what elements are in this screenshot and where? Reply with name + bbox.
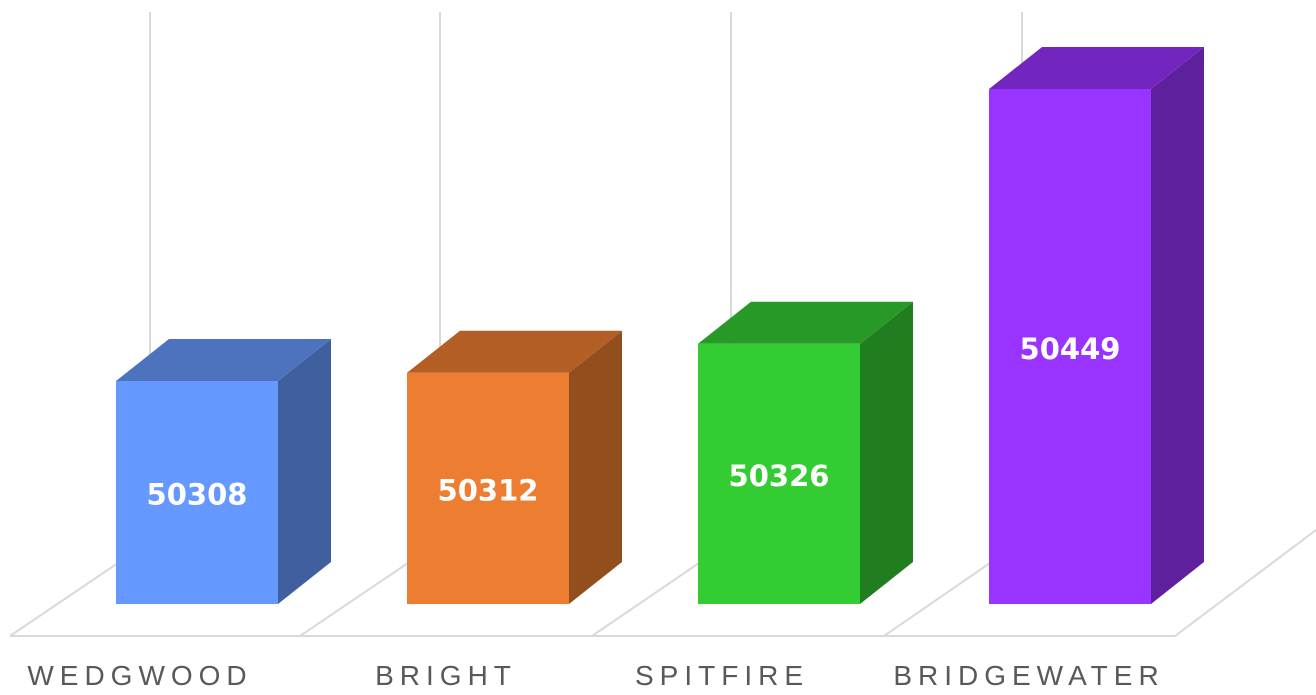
floor-edge — [10, 529, 1316, 637]
bar-top-face — [116, 339, 331, 381]
bar-front-face — [989, 89, 1151, 604]
chart-floor — [9, 529, 1316, 637]
bar-front-face — [407, 372, 569, 604]
category-label: SPITFIRE — [635, 660, 809, 691]
bars: 50308 50312 50326 50449 — [116, 47, 1204, 604]
bar: 50308 — [116, 339, 331, 604]
category-label: BRIDGEWATER — [893, 660, 1164, 691]
bar-side-face — [278, 339, 331, 604]
category-label: BRIGHT — [375, 660, 517, 691]
bar-side-face — [569, 330, 622, 604]
bar-side-face — [860, 301, 913, 604]
bar: 50312 — [407, 330, 622, 604]
bar-top-face — [989, 47, 1204, 89]
data-label: 50449 — [1020, 332, 1121, 366]
data-label: 50308 — [147, 478, 248, 512]
data-label: 50312 — [438, 473, 539, 507]
floor-gridline — [9, 562, 119, 637]
bar-front-face — [116, 381, 278, 604]
category-label: WEDGWOOD — [27, 660, 252, 691]
bar-top-face — [407, 330, 622, 373]
bar-top-face — [698, 301, 913, 344]
category-labels: WEDGWOOD BRIGHT SPITFIRE BRIDGEWATER — [27, 660, 1164, 691]
data-label: 50326 — [729, 459, 830, 493]
bar: 50449 — [989, 47, 1204, 604]
bar: 50326 — [698, 301, 913, 604]
bar-front-face — [698, 343, 860, 604]
floor-gridline — [299, 562, 409, 637]
bar-side-face — [1151, 47, 1204, 604]
floor-gridline — [591, 562, 700, 637]
floor-gridline — [883, 562, 991, 637]
